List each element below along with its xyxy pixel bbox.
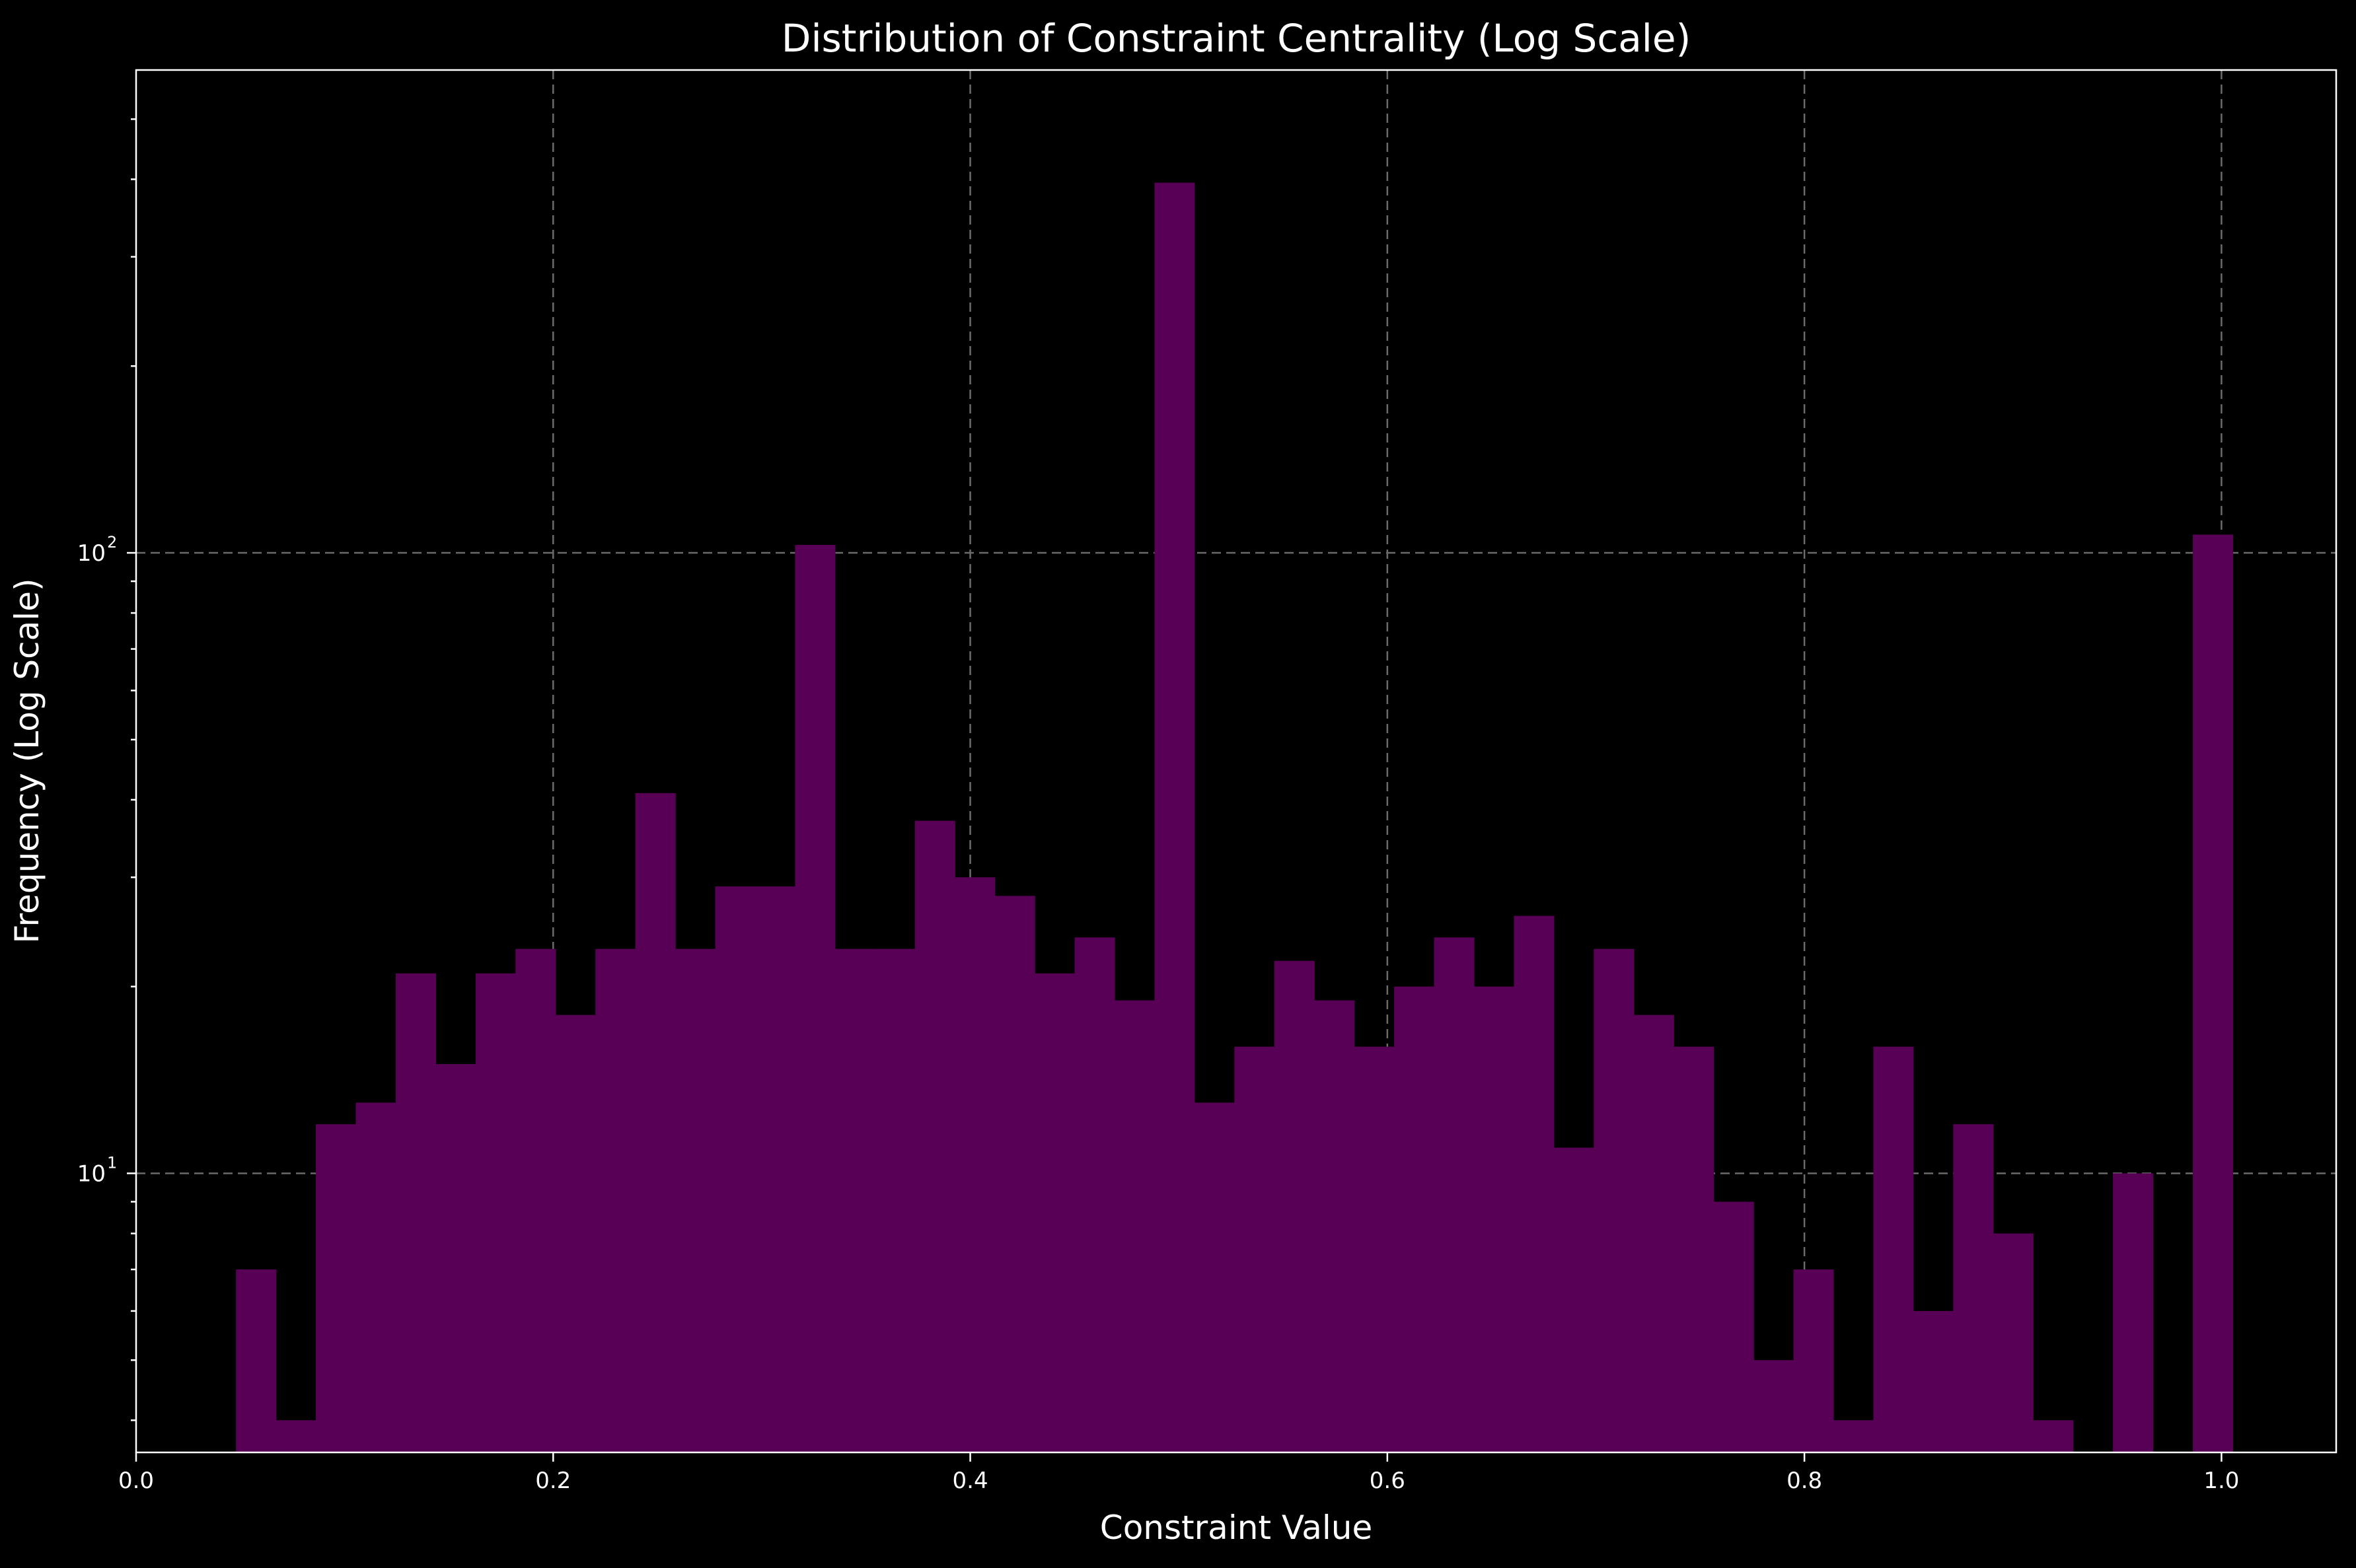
histogram-bar [755,886,796,1452]
histogram-bar [1434,937,1475,1452]
x-tick-label: 0.8 [1786,1468,1822,1494]
histogram-bar [1913,1310,1954,1452]
y-axis-label: Frequency (Log Scale) [8,579,46,944]
histogram-bar [1394,986,1435,1452]
y-tick-label: 10 [77,1160,106,1187]
histogram-bar [834,948,875,1452]
y-tick-label-exponent: 1 [107,1153,117,1172]
histogram-bar [1594,948,1635,1452]
x-tick-label: 0.2 [535,1468,571,1494]
histogram-bar [1354,1046,1395,1452]
histogram-bars [236,182,2234,1453]
x-tick-label: 0.6 [1370,1468,1405,1494]
histogram-bar [595,948,636,1452]
x-axis-label: Constraint Value [1100,1509,1372,1547]
plot-frame [135,69,2338,1454]
histogram-bar [1473,986,1515,1452]
y-tick-label-exponent: 2 [107,533,117,552]
histogram-bar [2033,1420,2074,1452]
histogram-bar [1234,1046,1275,1452]
histogram-bar [2113,1173,2154,1452]
histogram-bar [1074,937,1115,1452]
histogram-bar [1035,973,1076,1452]
histogram-bar [236,1269,277,1452]
histogram-bar [475,973,516,1452]
histogram-bar [715,886,756,1452]
chart-title: Distribution of Constraint Centrality (L… [782,16,1691,61]
histogram-bar [994,896,1035,1452]
histogram-bar [1993,1233,2034,1452]
histogram-bar [1154,182,1195,1452]
histogram-bar [2193,534,2234,1453]
histogram-bar [1833,1420,1874,1452]
histogram-bar [316,1124,357,1452]
histogram-bar [675,948,716,1452]
x-tick-label: 0.0 [118,1468,154,1494]
histogram-bar [1514,915,1555,1452]
y-tick-label: 10 [77,540,106,567]
histogram-bar [795,544,836,1452]
x-tick-label: 0.4 [953,1468,988,1494]
histogram-bar [1674,1046,1714,1452]
histogram-bar [1114,1000,1156,1452]
histogram-bar [1194,1102,1235,1452]
histogram-bar [1793,1269,1834,1452]
histogram-bar [1553,1147,1594,1452]
histogram-bar [875,948,916,1452]
histogram-bar [515,948,556,1452]
x-tick-label: 1.0 [2203,1468,2239,1494]
histogram-bar [1274,960,1315,1452]
histogram-bar [914,820,955,1452]
histogram-bar [1873,1046,1914,1452]
histogram-bar [635,793,676,1452]
histogram-bar [435,1064,476,1452]
histogram-bar [1713,1201,1754,1452]
histogram-bar [1753,1360,1794,1452]
histogram-bar [355,1102,396,1452]
histogram-bar [555,1015,596,1452]
histogram-bar [395,973,437,1452]
axis-ticks [127,118,2223,1462]
histogram-bar [955,877,996,1452]
histogram-bar [1953,1124,1994,1452]
histogram-bar [1314,1000,1355,1452]
histogram-bar [276,1420,316,1452]
histogram-bar [1633,1015,1674,1452]
